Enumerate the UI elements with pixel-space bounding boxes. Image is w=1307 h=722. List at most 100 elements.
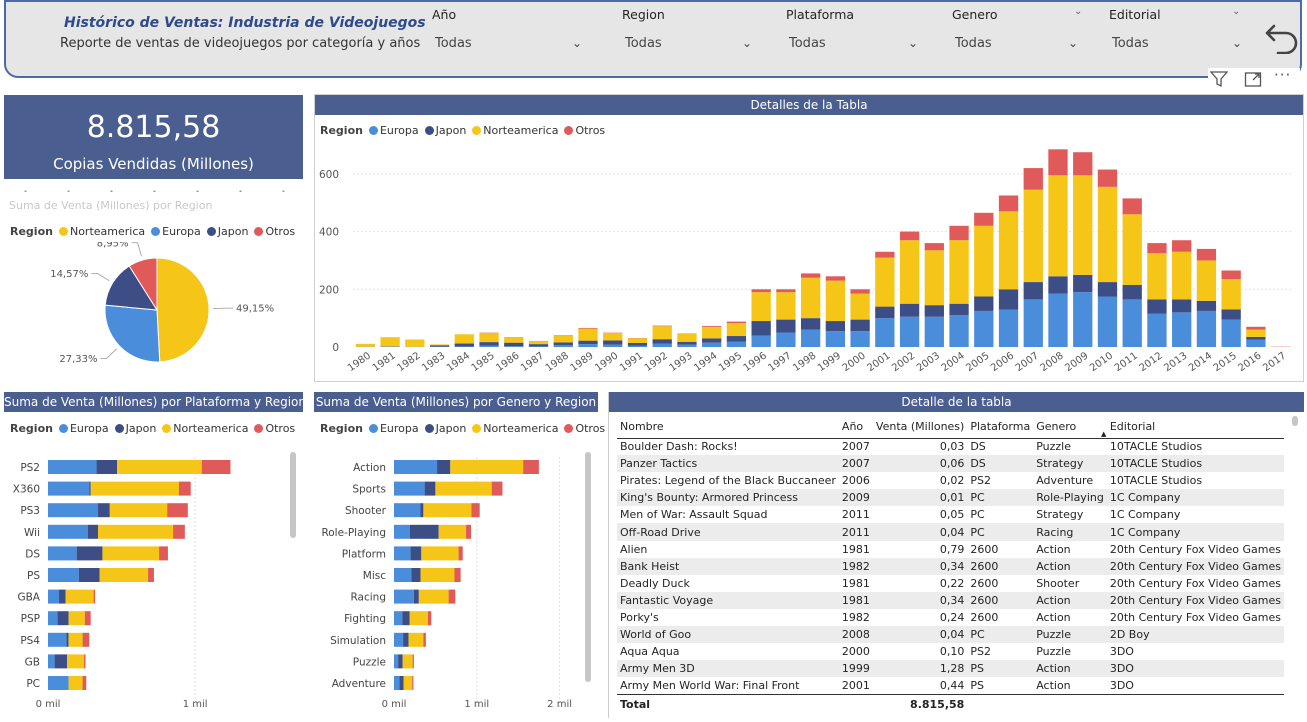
column-bar-europa[interactable] xyxy=(1246,339,1266,347)
platform-scrollbar[interactable] xyxy=(290,452,296,538)
column-bar-europa[interactable] xyxy=(825,331,846,347)
hbar-europa[interactable] xyxy=(394,546,411,561)
hbar-norteamerica[interactable] xyxy=(68,676,83,690)
hbar-europa[interactable] xyxy=(48,568,79,582)
column-bar-japon[interactable] xyxy=(1196,300,1217,311)
hbar-europa[interactable] xyxy=(48,481,90,496)
table-row[interactable]: Porky's 1982 0,24 2600 Action 20th Century Fo… xyxy=(617,609,1284,626)
hbar-japon[interactable] xyxy=(54,654,68,669)
column-bar-japon[interactable] xyxy=(850,319,870,332)
hbar-otros[interactable] xyxy=(423,632,426,647)
table-row[interactable]: King's Bounty: Armored Princess 2009 0,01 P… xyxy=(617,489,1284,507)
hbar-norteamerica[interactable] xyxy=(420,568,455,582)
slicer-year[interactable]: Año Todas ⌄ xyxy=(432,6,592,58)
column-bar-norteamerica[interactable] xyxy=(652,326,672,340)
column-bar-japon[interactable] xyxy=(479,342,499,346)
hbar-europa[interactable] xyxy=(48,676,69,690)
column-bar-otros[interactable] xyxy=(825,276,846,281)
column-bar-norteamerica[interactable] xyxy=(528,341,549,345)
column-bar-japon[interactable] xyxy=(454,343,474,347)
slicer-platform[interactable]: Plataforma Todas ⌄ xyxy=(786,6,936,58)
table-row[interactable]: Boulder Dash: Rocks! 2007 0,03 DS Puzzle 10TA… xyxy=(617,438,1284,455)
hbar-japon[interactable] xyxy=(413,589,419,604)
column-bar-europa[interactable] xyxy=(850,331,870,347)
column-bar-norteamerica[interactable] xyxy=(726,323,747,337)
column-bar-europa[interactable] xyxy=(1147,313,1167,347)
hbar-norteamerica[interactable] xyxy=(435,481,492,496)
column-bar-otros[interactable] xyxy=(1246,326,1266,330)
hbar-norteamerica[interactable] xyxy=(418,589,449,604)
column-bar-japon[interactable] xyxy=(1097,282,1118,297)
hbar-otros[interactable] xyxy=(93,589,96,604)
column-bar-otros[interactable] xyxy=(1048,149,1068,176)
hbar-europa[interactable] xyxy=(394,654,399,669)
table-row[interactable]: Bank Heist 1982 0,34 2600 Action 20th Century… xyxy=(617,557,1284,575)
column-bar-otros[interactable] xyxy=(800,273,821,278)
hbar-europa[interactable] xyxy=(394,524,410,539)
column-bar-europa[interactable] xyxy=(504,346,524,347)
column-chart[interactable]: 0200400600198019811982198319841985198619… xyxy=(315,135,1303,381)
hbar-norteamerica[interactable] xyxy=(109,503,168,518)
hbar-europa[interactable] xyxy=(48,503,99,518)
hbar-otros[interactable] xyxy=(84,654,86,669)
chevron-down-icon[interactable]: ⌄ xyxy=(1232,6,1241,17)
legend-item-europa[interactable]: Europa xyxy=(151,225,201,238)
column-bar-japon[interactable] xyxy=(924,305,944,317)
column-bar-japon[interactable] xyxy=(1122,284,1142,300)
table-scrollbar[interactable] xyxy=(1292,416,1298,426)
legend-item-otros[interactable]: Otros xyxy=(564,422,605,435)
pie-slice-norteamerica[interactable] xyxy=(156,257,210,363)
hbar-europa[interactable] xyxy=(394,589,414,604)
table-row[interactable]: World of Goo 2008 0,04 PC Puzzle 2D Boy xyxy=(617,626,1284,644)
column-bar-otros[interactable] xyxy=(850,289,870,294)
chevron-down-icon[interactable]: ⌄ xyxy=(1068,36,1079,50)
hbar-otros[interactable] xyxy=(427,611,432,626)
column-bar-norteamerica[interactable] xyxy=(899,240,920,304)
hbar-japon[interactable] xyxy=(424,481,436,496)
col-header-sales[interactable]: Venta (Millones) xyxy=(872,416,968,439)
platform-chart[interactable]: 0 mil 1 mil PS2 X360 PS3 Wii DS PS GBA PSP PS4 GB PC xyxy=(4,444,303,718)
column-bar-otros[interactable] xyxy=(652,325,672,327)
hbar-europa[interactable] xyxy=(394,460,438,474)
column-bar-europa[interactable] xyxy=(1122,299,1142,347)
hbar-otros[interactable] xyxy=(82,676,87,690)
hbar-europa[interactable] xyxy=(48,460,97,474)
table-row[interactable]: Alien 1981 0,79 2600 Action 20th Century Fox … xyxy=(617,541,1284,558)
column-bar-norteamerica[interactable] xyxy=(875,257,895,307)
column-bar-japon[interactable] xyxy=(504,342,524,347)
hbar-otros[interactable] xyxy=(173,524,185,539)
column-bar-norteamerica[interactable] xyxy=(1246,329,1266,337)
slicer-region-value[interactable]: Todas xyxy=(625,36,662,51)
hbar-europa[interactable] xyxy=(48,632,67,647)
hbar-norteamerica[interactable] xyxy=(67,654,85,669)
column-bar-japon[interactable] xyxy=(553,342,573,346)
column-bar-norteamerica[interactable] xyxy=(1073,175,1093,275)
column-bar-japon[interactable] xyxy=(603,340,623,345)
column-bar-otros[interactable] xyxy=(1023,168,1043,190)
chevron-down-icon[interactable]: ⌄ xyxy=(572,36,583,50)
column-bar-japon[interactable] xyxy=(528,344,549,347)
hbar-norteamerica[interactable] xyxy=(90,481,179,496)
hbar-otros[interactable] xyxy=(458,546,463,561)
hbar-japon[interactable] xyxy=(78,568,100,582)
legend-item-norteamerica[interactable]: Norteamerica xyxy=(472,124,558,137)
column-bar-norteamerica[interactable] xyxy=(1172,251,1192,300)
table-row[interactable]: Off-Road Drive 2011 0,04 PC Racing 1C Company xyxy=(617,523,1284,541)
col-header-platform[interactable]: Plataforma xyxy=(967,416,1034,439)
legend-item-otros[interactable]: Otros xyxy=(564,124,605,137)
legend-item-japon[interactable]: Japon xyxy=(424,124,466,137)
column-bar-europa[interactable] xyxy=(1172,312,1192,347)
hbar-japon[interactable] xyxy=(66,632,69,647)
hbar-norteamerica[interactable] xyxy=(408,632,424,647)
column-bar-japon[interactable] xyxy=(974,296,994,311)
column-bar-japon[interactable] xyxy=(429,345,450,347)
column-bar-norteamerica[interactable] xyxy=(800,277,821,319)
column-bar-europa[interactable] xyxy=(1023,299,1043,347)
column-bar-japon[interactable] xyxy=(1246,336,1266,340)
hbar-norteamerica[interactable] xyxy=(450,460,524,474)
column-bar-japon[interactable] xyxy=(1172,299,1192,313)
column-bar-japon[interactable] xyxy=(1221,309,1241,320)
hbar-europa[interactable] xyxy=(394,611,403,626)
column-bar-otros[interactable] xyxy=(949,225,969,241)
hbar-europa[interactable] xyxy=(394,481,425,496)
